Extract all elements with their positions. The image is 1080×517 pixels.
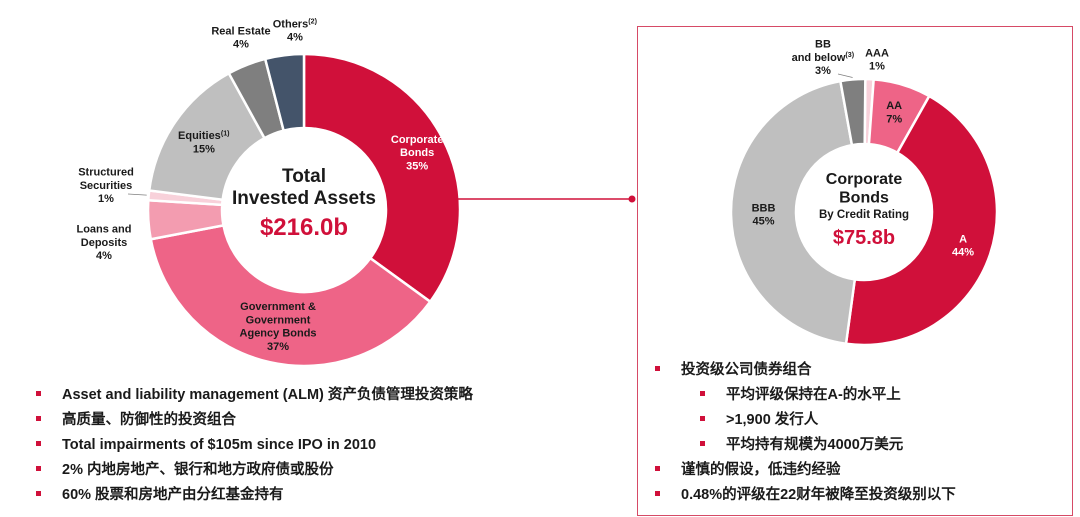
slice-bbb-label: BBB 45% [752, 202, 776, 227]
slice-others [263, 52, 306, 133]
slice-bb-and-below-leader [837, 73, 853, 78]
connector-dot [628, 195, 636, 203]
slice-structured-securities-leader [127, 193, 147, 196]
slice-government-government-agency-bonds [149, 223, 432, 368]
sub-bullet-item: 平均评级保持在A-的水平上 [700, 383, 956, 408]
slice-bb-and-below-label: BB and below(3) 3% [792, 39, 855, 77]
slice-aaa-label: AAA 1% [865, 47, 889, 72]
center-title: Corporate Bonds [826, 171, 903, 206]
right-bullet-list: 投资级公司债券组合 平均评级保持在A-的水平上 >1,900 发行人 平均持有规… [655, 358, 956, 508]
center-title: Total Invested Assets [232, 166, 376, 209]
slice-real-estate-label: Real Estate 4% [211, 25, 270, 50]
bullet-item: Total impairments of $105m since IPO in … [36, 433, 473, 458]
corporate-bonds-panel [637, 26, 1073, 516]
bullet-item: 0.48%的评级在22财年被降至投资级别以下 [655, 483, 956, 508]
slice-equities-label: Equities(1) 15% [178, 129, 230, 155]
bullet-item: 投资级公司债券组合 [655, 358, 956, 383]
slice-others-label: Others(2) 4% [273, 17, 318, 43]
left-bullet-list: Asset and liability management (ALM) 资产负… [36, 383, 473, 508]
center-value: $216.0b [260, 214, 348, 241]
slice-a-label: A 44% [952, 234, 974, 259]
slice-bb-and-below [838, 77, 867, 147]
slice-a [844, 94, 999, 347]
bullet-item: 谨慎的假设，低违约经验 [655, 458, 956, 483]
corporate-bonds-donut: AAA 1% AA 7% A 44% BBB 45% BB and below(3) 3% Corp… [729, 39, 999, 347]
sub-bullet-item: >1,900 发行人 [700, 408, 956, 433]
slice-corporate-bonds [302, 52, 462, 304]
slice-aa-label: AA 7% [886, 100, 902, 125]
sub-bullet-item: 平均持有规模为4000万美元 [700, 433, 956, 458]
slice-corporate-bonds-label: Corporate Bonds 35% [391, 134, 444, 172]
slice-bbb [729, 79, 857, 346]
slice-government-government-agency-bonds-label: Government & Government Agency Bonds 37% [240, 301, 317, 353]
bullet-item: Asset and liability management (ALM) 资产负… [36, 383, 473, 408]
center-subtitle: By Credit Rating [819, 209, 909, 221]
bullet-item: 60% 股票和房地产由分红基金持有 [36, 483, 473, 508]
bullet-item: 2% 内地房地产、银行和地方政府债或股份 [36, 458, 473, 483]
total-invested-assets-donut: Corporate Bonds 35% Government & Government A… [76, 17, 462, 368]
slice-loans-and-deposits-label: Loans and Deposits 4% [76, 224, 131, 262]
bullet-item: 高质量、防御性的投资组合 [36, 408, 473, 433]
center-value: $75.8b [833, 227, 895, 249]
slice-structured-securities-label: Structured Securities 1% [78, 167, 134, 205]
